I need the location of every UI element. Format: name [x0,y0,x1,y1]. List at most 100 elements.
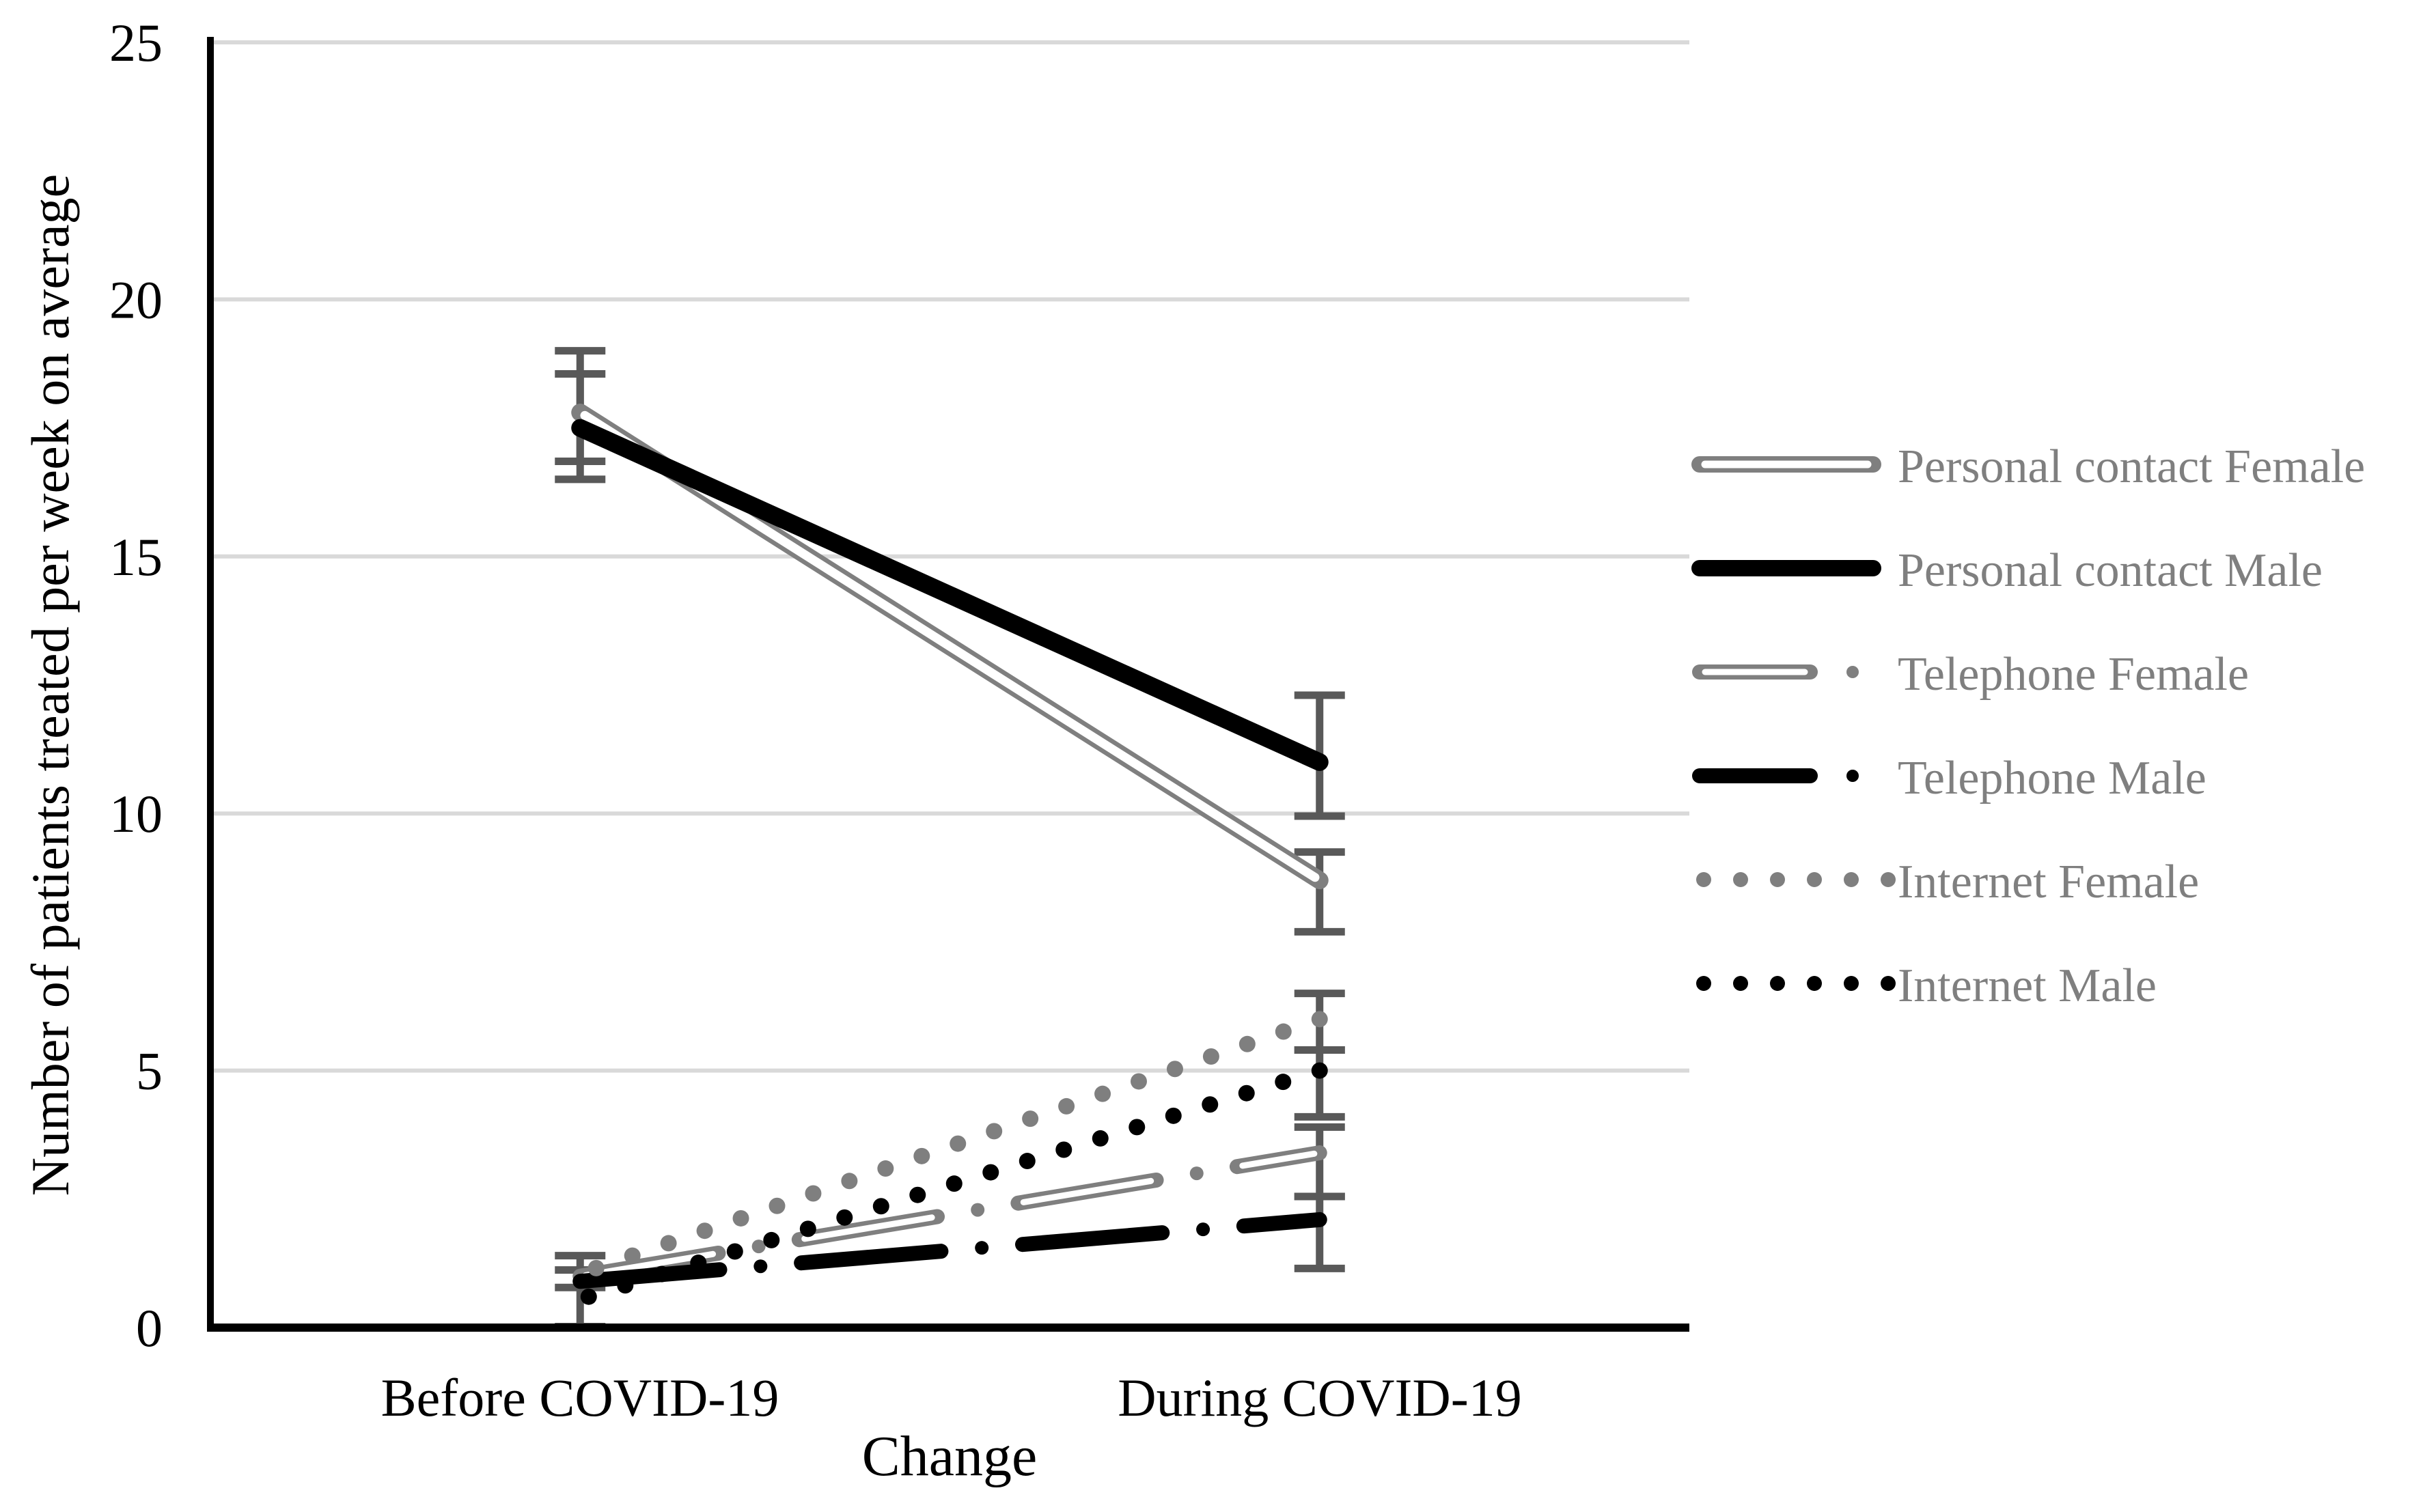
x-category-before: Before COVID-19 [381,1368,779,1427]
series-dot [751,1240,766,1254]
legend-marker-dot [1770,976,1785,991]
legend-label: Telephone Female [1898,648,2249,701]
series-dot [836,1209,853,1226]
legend-marker-dot [1733,976,1748,991]
line-segment-core [1239,1150,1318,1169]
legend-marker-dot [1846,666,1859,678]
series-dot [653,1265,670,1283]
error-bar [1294,1046,1345,1121]
series-dot [1238,1084,1255,1102]
legend-marker-dot [1807,976,1822,991]
series-dot [1092,1130,1109,1147]
line-segment-core [1020,1177,1154,1205]
series-dot [1238,1035,1256,1052]
y-axis-title: Number of patients treated per week on a… [20,174,80,1196]
series-dot [1202,1048,1219,1065]
series-dot [799,1220,816,1237]
series-dot [909,1186,926,1203]
series-dot [660,1235,677,1252]
y-tick-label-20: 20 [109,270,163,329]
legend: Personal contact Female Personal contact … [1691,440,2365,1012]
y-tick-label-0: 0 [136,1298,163,1358]
y-tick-label-10: 10 [109,784,163,843]
series-dot [763,1231,780,1248]
y-tick-label-15: 15 [109,527,163,587]
series-dot [841,1173,858,1190]
series-dot [1196,1222,1210,1237]
series-dot [1058,1097,1075,1115]
series-dot [580,1288,597,1305]
series-dot [877,1160,894,1177]
legend-item-personal-contact-male: Personal contact Male [1691,544,2323,597]
axes [207,37,1689,1332]
y-tick-label-5: 5 [136,1041,163,1101]
data-series [571,404,1329,1305]
series-dot [624,1247,641,1264]
legend-marker-dot [1696,872,1711,887]
y-tick-label-25: 25 [109,13,163,72]
x-category-during: During COVID-19 [1118,1368,1521,1427]
series-dot [971,1203,985,1217]
legend-marker-dot [1770,872,1785,887]
series-telephone-female [572,1145,1327,1284]
legend-marker-dot [1696,976,1711,991]
series-dot [805,1185,822,1202]
series-dot [945,1175,963,1192]
series-dot [1055,1141,1072,1158]
series-line [571,419,1329,771]
series-dot [732,1209,749,1227]
legend-item-telephone-female: Telephone Female [1692,648,2249,701]
series-dot [975,1241,989,1255]
legend-label: Telephone Male [1898,752,2206,804]
legend-item-telephone-male: Telephone Male [1692,752,2206,804]
series-dot [1166,1061,1183,1078]
legend-marker-dot [1846,770,1859,782]
series-dot [769,1197,786,1214]
series-dot [1275,1023,1292,1040]
series-dot [1094,1085,1111,1102]
legend-item-internet-male: Internet Male [1696,960,2157,1012]
series-dot [982,1164,999,1181]
series-internet-female [587,1011,1328,1276]
series-dot [872,1198,889,1215]
series-dot [1311,1062,1328,1079]
series-dot [1311,1011,1328,1028]
series-dot [1165,1107,1182,1124]
legend-label: Internet Male [1898,960,2157,1012]
error-bar [1294,1192,1345,1272]
legend-marker-dot [1844,976,1859,991]
series-dot [913,1147,930,1164]
x-axis-title: Change [862,1425,1038,1488]
series-dash [1236,1212,1327,1234]
series-dot [986,1123,1003,1140]
legend-marker-dot [1844,872,1859,887]
legend-label: Internet Female [1898,856,2199,908]
series-dot [1022,1110,1039,1128]
series-dot [1189,1166,1204,1181]
series-dot [950,1135,967,1152]
legend-item-personal-contact-female: Personal contact Female [1691,440,2365,493]
legend-marker-dot [1881,872,1896,887]
line-segment-core [801,1214,935,1242]
error-bar [1294,848,1345,936]
series-dot [1019,1153,1036,1170]
series-dot [1129,1119,1146,1136]
series-personal-contact-male [571,419,1329,771]
series-dot [1275,1074,1292,1091]
series-dot [617,1277,634,1294]
series-internet-male [580,1062,1328,1305]
series-dot [690,1255,707,1272]
gridlines [210,40,1689,1073]
series-telephone-male [572,1212,1327,1289]
legend-marker-dot [1733,872,1748,887]
series-dash [1014,1225,1170,1252]
legend-item-internet-female: Internet Female [1696,856,2199,908]
series-dot [696,1222,713,1240]
series-dot [587,1259,605,1276]
legend-marker-dot [1807,872,1822,887]
legend-marker-dot [1881,976,1896,991]
y-axis-tick-labels: 0 5 10 15 20 25 [109,13,163,1358]
legend-label: Personal contact Female [1898,440,2365,493]
